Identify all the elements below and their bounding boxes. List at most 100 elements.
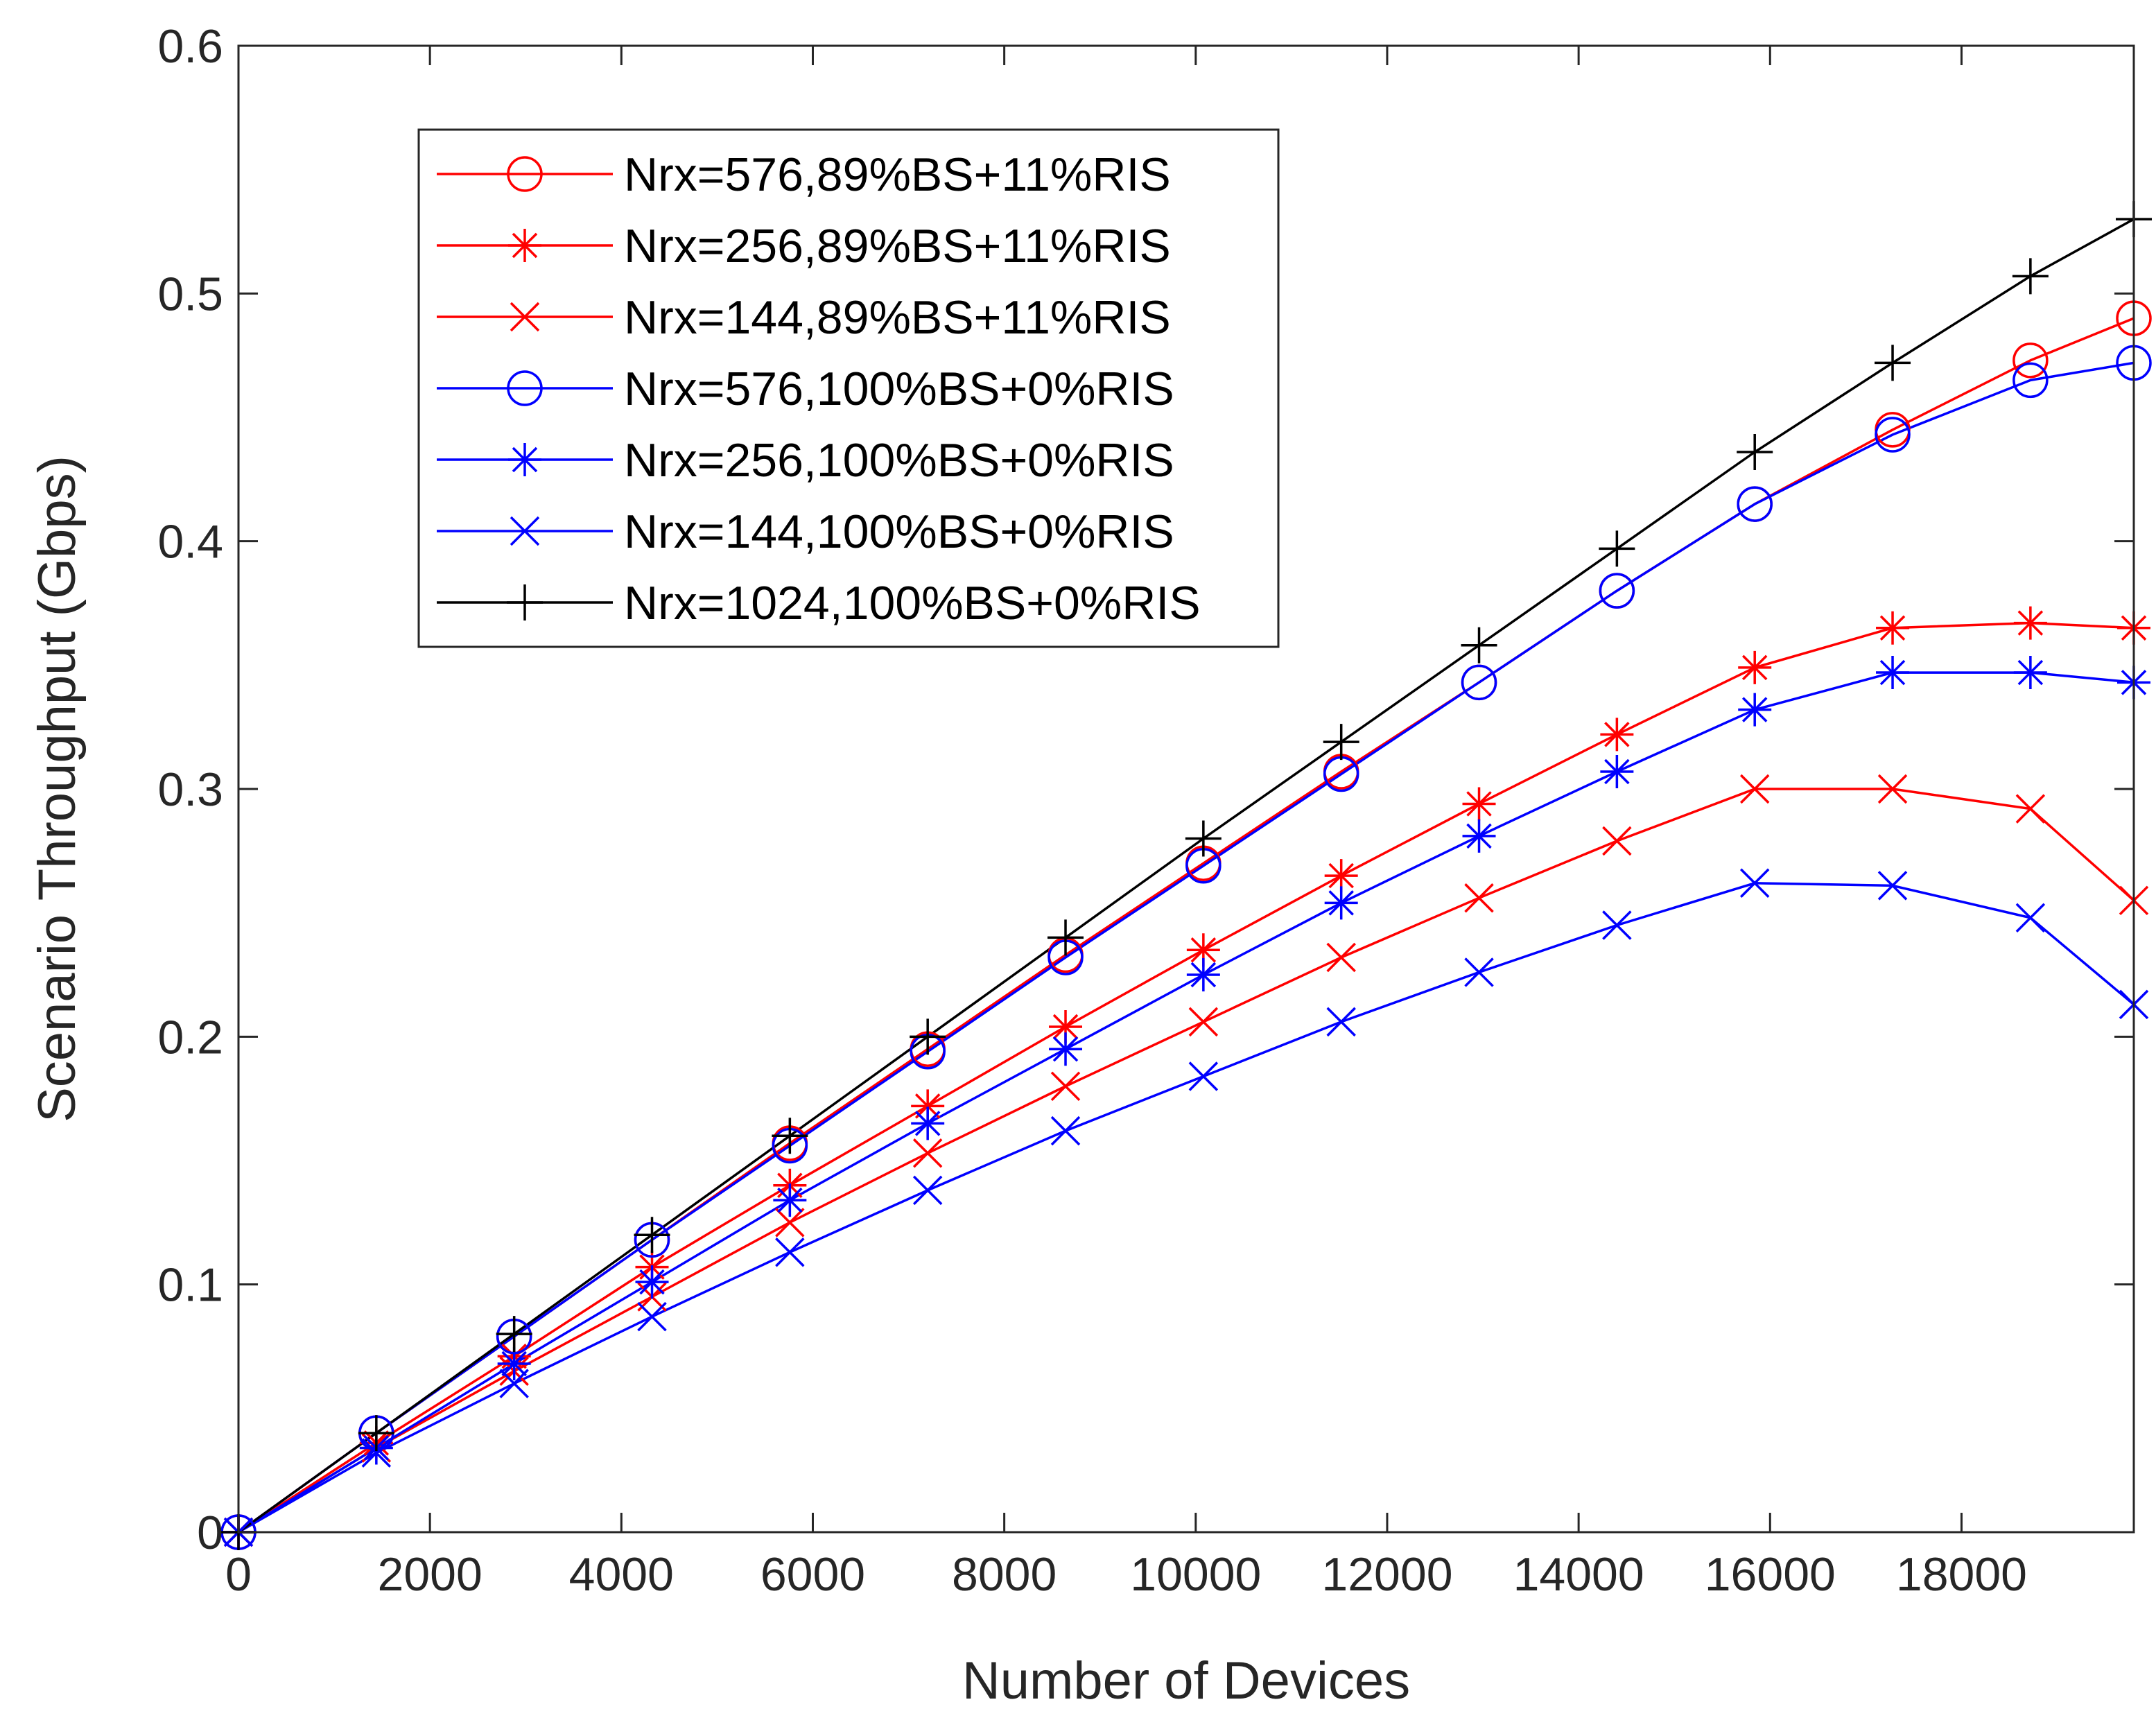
series-line-2 bbox=[238, 621, 2135, 1534]
legend-marker bbox=[510, 302, 540, 332]
x-tick-label: 14000 bbox=[1513, 1548, 1644, 1601]
data-point-6 bbox=[1464, 957, 1494, 987]
x-tick-label: 18000 bbox=[1896, 1548, 2027, 1601]
data-point-7 bbox=[1047, 919, 1084, 956]
x-tick-label: 0 bbox=[225, 1548, 252, 1601]
y-tick-label: 0.4 bbox=[157, 516, 223, 568]
legend-marker bbox=[508, 229, 541, 262]
data-point-7 bbox=[1185, 820, 1222, 857]
data-point-5 bbox=[1876, 656, 1910, 690]
data-point-2 bbox=[1049, 1010, 1083, 1044]
data-point-5 bbox=[2013, 656, 2047, 690]
legend-label: Nrx=576,89%BS+11%RIS bbox=[624, 148, 1171, 201]
legend-marker bbox=[507, 156, 543, 192]
data-point-3 bbox=[1050, 1071, 1081, 1102]
data-point-4 bbox=[2012, 362, 2049, 399]
data-point-4 bbox=[1737, 486, 1773, 522]
data-point-5 bbox=[635, 1265, 669, 1299]
x-tick-label: 16000 bbox=[1705, 1548, 1836, 1601]
y-tick-label: 0 bbox=[197, 1507, 223, 1559]
data-point-3 bbox=[1188, 1007, 1219, 1037]
data-point-7 bbox=[1461, 627, 1497, 663]
legend-label: Nrx=144,89%BS+11%RIS bbox=[624, 291, 1171, 344]
legend-marker bbox=[508, 443, 541, 476]
data-point-5 bbox=[1049, 1032, 1083, 1066]
data-point-2 bbox=[1324, 859, 1358, 893]
x-tick-label: 8000 bbox=[952, 1548, 1057, 1601]
legend-marker bbox=[507, 370, 543, 406]
data-point-7 bbox=[358, 1415, 394, 1452]
data-point-3 bbox=[1739, 774, 1770, 804]
data-point-2 bbox=[911, 1089, 945, 1123]
data-point-7 bbox=[910, 1018, 946, 1055]
legend-label: Nrx=256,89%BS+11%RIS bbox=[624, 220, 1171, 272]
data-point-5 bbox=[1186, 958, 1220, 991]
y-tick-label: 0.2 bbox=[157, 1011, 223, 1064]
data-point-7 bbox=[634, 1217, 670, 1253]
data-point-3 bbox=[1464, 883, 1494, 913]
data-point-3 bbox=[1877, 774, 1908, 804]
data-point-6 bbox=[361, 1438, 392, 1468]
data-point-5 bbox=[1600, 754, 1634, 788]
data-point-6 bbox=[775, 1237, 805, 1267]
data-point-6 bbox=[1050, 1116, 1081, 1146]
data-point-2 bbox=[2013, 606, 2047, 640]
series-line-4 bbox=[237, 361, 2135, 1534]
data-point-4 bbox=[1599, 573, 1635, 609]
legend-marker bbox=[510, 516, 540, 546]
data-point-3 bbox=[2015, 794, 2046, 824]
data-point-6 bbox=[499, 1369, 529, 1398]
legend-marker bbox=[507, 584, 543, 620]
x-axis-title: Number of Devices bbox=[962, 1651, 1410, 1710]
data-point-6 bbox=[2015, 903, 2046, 933]
x-tick-label: 6000 bbox=[760, 1548, 865, 1601]
data-point-7 bbox=[2012, 258, 2049, 295]
y-tick-label: 0.5 bbox=[157, 268, 223, 320]
data-point-7 bbox=[772, 1118, 808, 1154]
data-point-6 bbox=[1602, 910, 1632, 940]
data-point-7 bbox=[1875, 345, 1911, 381]
data-point-5 bbox=[497, 1347, 531, 1381]
data-point-1 bbox=[2012, 342, 2049, 379]
data-point-2 bbox=[1738, 650, 1772, 684]
data-point-6 bbox=[1739, 868, 1770, 899]
x-tick-label: 10000 bbox=[1130, 1548, 1261, 1601]
data-point-3 bbox=[1326, 942, 1356, 973]
data-point-7 bbox=[1737, 434, 1773, 471]
data-point-2 bbox=[1462, 787, 1496, 821]
data-point-6 bbox=[637, 1301, 667, 1332]
legend-label: Nrx=576,100%BS+0%RIS bbox=[624, 363, 1174, 415]
data-point-7 bbox=[1599, 530, 1635, 567]
data-point-4 bbox=[1875, 417, 1911, 453]
x-tick-label: 2000 bbox=[378, 1548, 483, 1601]
axis-ticks bbox=[237, 44, 2134, 1534]
x-tick-label: 12000 bbox=[1321, 1548, 1452, 1601]
data-point-2 bbox=[1876, 611, 1910, 645]
data-point-2 bbox=[1600, 718, 1634, 752]
data-point-3 bbox=[1602, 826, 1632, 856]
data-point-5 bbox=[1462, 819, 1496, 853]
data-point-5 bbox=[1324, 886, 1358, 920]
data-point-5 bbox=[773, 1183, 807, 1217]
tick-labels: 0 2000 4000 6000 8000 10000 12000 14000 16000 180… bbox=[157, 20, 2027, 1601]
data-point-3 bbox=[775, 1208, 805, 1238]
data-point-6 bbox=[1326, 1007, 1356, 1037]
data-point-5 bbox=[911, 1106, 945, 1140]
data-point-7 bbox=[1323, 724, 1359, 761]
data-point-4 bbox=[1461, 664, 1497, 701]
data-point-6 bbox=[912, 1175, 943, 1206]
series-line-5 bbox=[238, 671, 2135, 1534]
legend-label: Nrx=1024,100%BS+0%RIS bbox=[624, 577, 1201, 630]
y-axis-title: Scenario Throughput (Gbps) bbox=[28, 455, 87, 1122]
series-line-3 bbox=[238, 788, 2135, 1534]
data-point-6 bbox=[1877, 871, 1908, 901]
y-tick-label: 0.1 bbox=[157, 1259, 223, 1312]
data-point-7 bbox=[496, 1316, 532, 1353]
y-tick-label: 0.6 bbox=[157, 20, 223, 73]
series-line-6 bbox=[238, 882, 2135, 1534]
x-tick-label: 4000 bbox=[569, 1548, 674, 1601]
data-point-5 bbox=[1738, 693, 1772, 727]
data-point-2 bbox=[1186, 933, 1220, 967]
